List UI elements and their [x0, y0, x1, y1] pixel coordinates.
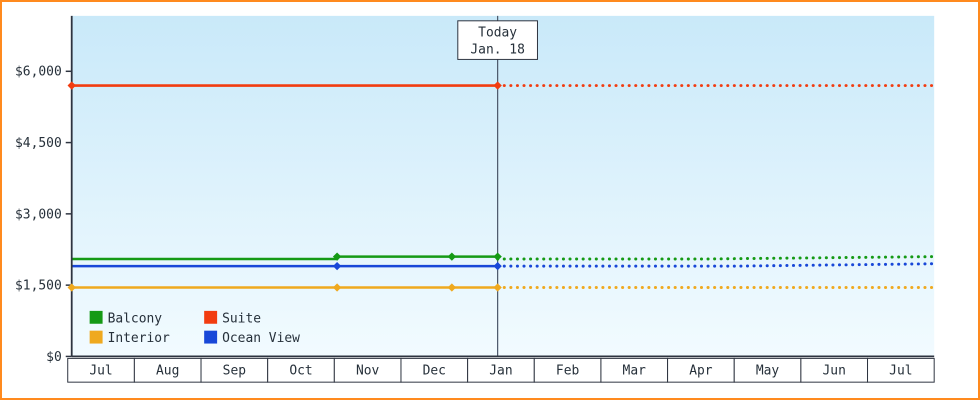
marker-suite	[493, 81, 502, 90]
y-tick-label: $6,000	[15, 65, 62, 80]
month-label: Feb	[556, 364, 579, 379]
marker-interior	[447, 283, 457, 292]
month-label: Jun	[823, 364, 846, 379]
legend-swatch-balcony	[89, 310, 103, 324]
month-label: May	[756, 364, 780, 379]
month-label: Dec	[423, 364, 446, 379]
legend-swatch-suite	[204, 310, 218, 324]
y-tick-label: $0	[46, 350, 62, 365]
today-box	[457, 20, 538, 60]
marker-interior	[332, 283, 342, 292]
month-label: Mar	[623, 364, 647, 379]
legend-label-balcony: Balcony	[108, 311, 163, 326]
month-label: Nov	[356, 364, 380, 379]
series-balcony-dotted	[496, 255, 936, 261]
marker-balcony	[447, 252, 457, 261]
legend-label-ocean-view: Ocean View	[222, 331, 300, 346]
plot-background	[71, 15, 935, 357]
marker-ocean-view	[493, 261, 502, 271]
legend-swatch-interior	[89, 330, 103, 344]
marker-balcony	[493, 252, 502, 261]
marker-interior	[493, 283, 502, 292]
legend-label-suite: Suite	[222, 311, 261, 326]
today-label-line2: Jan. 18	[470, 43, 524, 58]
month-label: Apr	[689, 364, 713, 379]
month-label: Oct	[289, 364, 312, 379]
month-label: Jan	[489, 364, 512, 379]
month-label: Jul	[889, 364, 912, 379]
marker-suite	[67, 81, 76, 90]
month-label: Jul	[89, 364, 112, 379]
y-tick-label: $1,500	[15, 279, 62, 294]
y-tick-label: $4,500	[15, 136, 62, 151]
month-label: Aug	[156, 364, 179, 379]
legend-swatch-ocean-view	[204, 330, 218, 344]
today-label-line1: Today	[478, 26, 517, 41]
marker-balcony	[332, 252, 342, 261]
marker-ocean-view	[332, 261, 342, 271]
month-label: Sep	[223, 364, 246, 379]
legend-label-interior: Interior	[108, 331, 171, 346]
month-cell	[867, 357, 935, 383]
series-ocean-view-dotted	[496, 262, 936, 268]
marker-interior	[67, 283, 76, 292]
y-tick-label: $3,000	[15, 207, 62, 222]
